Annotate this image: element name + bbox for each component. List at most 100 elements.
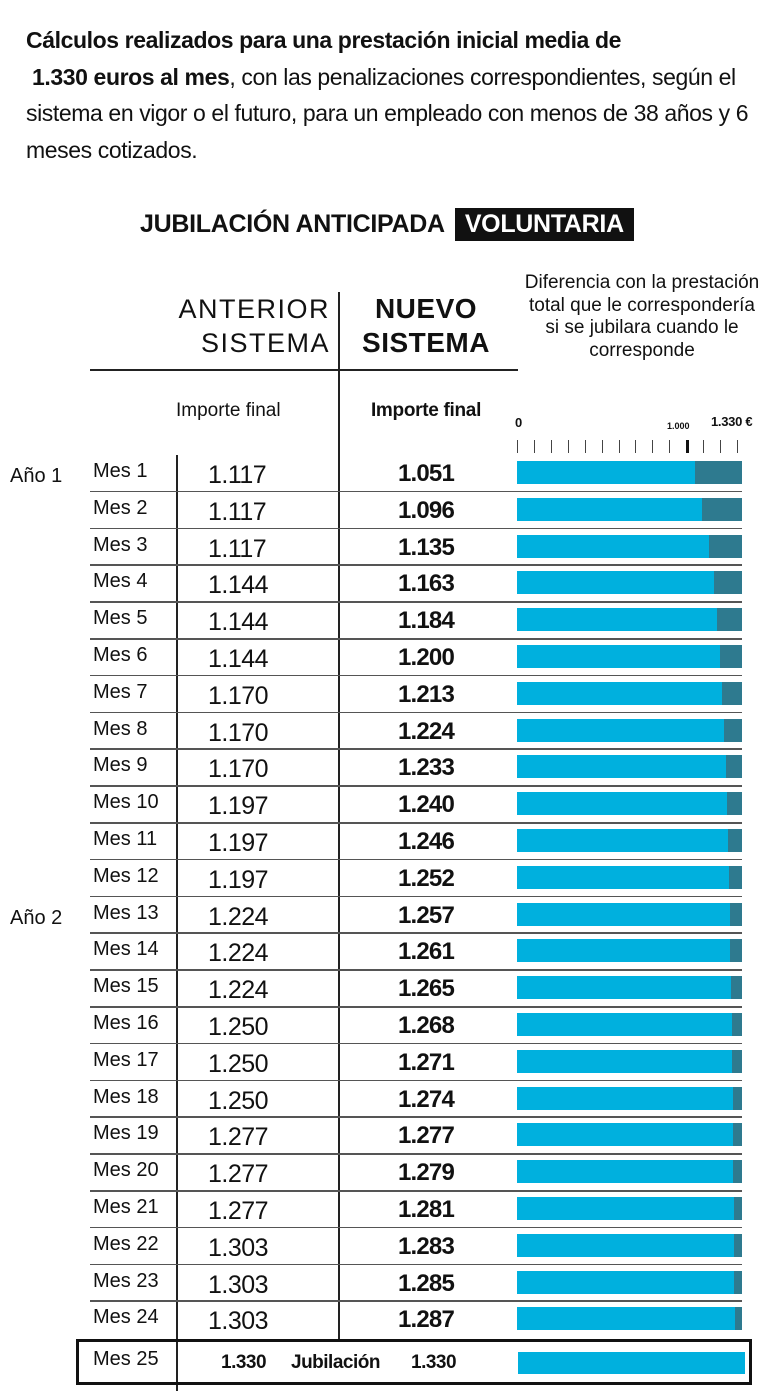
- old-value: 1.197: [208, 792, 269, 821]
- month-label: Mes 8: [93, 717, 148, 740]
- difference-bar: [517, 976, 742, 1000]
- month-label: Mes 11: [93, 828, 158, 850]
- row-divider: [90, 674, 742, 677]
- year-label: Año 1: [10, 465, 63, 487]
- month-label: Mes 7: [93, 680, 148, 703]
- month-label: Mes 2: [93, 496, 148, 519]
- new-value: 1.135: [397, 533, 455, 561]
- old-value: 1.117: [208, 534, 267, 563]
- row-divider: [90, 527, 742, 530]
- row-divider: [90, 932, 742, 934]
- final-month: Mes 25: [93, 1348, 159, 1370]
- difference-bar: [517, 829, 742, 852]
- row-divider: [90, 895, 742, 898]
- difference-bar: [517, 571, 742, 595]
- final-label: Jubilación: [291, 1352, 380, 1373]
- axis-tick: [567, 440, 569, 453]
- received-bar: [517, 792, 727, 816]
- new-value: 1.287: [397, 1306, 455, 1334]
- intro-rest: , con las penalizaciones correspondiente…: [26, 63, 749, 163]
- header-old-line2: SISTEMA: [200, 328, 330, 358]
- month-label: Mes 4: [93, 570, 148, 593]
- axis-tick: [584, 440, 586, 453]
- old-value: 1.303: [208, 1270, 269, 1299]
- new-value: 1.261: [397, 938, 455, 966]
- old-value: 1.303: [208, 1233, 269, 1262]
- axis-tick: [669, 440, 671, 453]
- month-label: Mes 24: [93, 1306, 159, 1329]
- axis-max-label: 1.330 €: [711, 414, 753, 429]
- new-value: 1.277: [397, 1122, 455, 1150]
- received-bar: [517, 1123, 734, 1147]
- table-row: Mes 23 1.303 1.285: [0, 1263, 768, 1302]
- header-new-line1: NUEVO: [374, 293, 478, 324]
- new-value: 1.213: [397, 680, 455, 708]
- final-old-value: 1.330: [221, 1352, 267, 1373]
- axis-ticks: [517, 440, 743, 454]
- table-row: Mes 21 1.277 1.281: [0, 1190, 768, 1228]
- difference-bar: [517, 865, 742, 889]
- table-row: Mes 9 1.170 1.233: [0, 748, 768, 786]
- old-value: 1.277: [208, 1197, 269, 1225]
- row-divider: [90, 490, 742, 493]
- received-bar: [517, 534, 709, 558]
- intro-highlight: 1.330 euros al mes: [32, 63, 230, 90]
- new-value: 1.233: [397, 754, 455, 782]
- subheader-new: Importe final: [370, 400, 482, 421]
- difference-bar: [517, 1013, 742, 1036]
- difference-bar: [517, 645, 742, 668]
- new-value: 1.268: [397, 1012, 455, 1039]
- difference-bar: [517, 1123, 742, 1147]
- final-bar: [518, 1352, 745, 1374]
- month-label: Mes 6: [93, 644, 148, 666]
- year-label: Año 2: [10, 906, 63, 929]
- header-old-system: ANTERIOR SISTEMA: [140, 292, 330, 360]
- old-value: 1.224: [208, 902, 269, 931]
- old-value: 1.117: [208, 461, 267, 489]
- row-divider: [90, 1153, 742, 1155]
- old-value: 1.144: [208, 645, 269, 673]
- axis-tick: [686, 440, 689, 453]
- intro-text: Cálculos realizados para una prestación …: [26, 22, 756, 168]
- axis-tick: [703, 440, 705, 453]
- header-new-system: NUEVO SISTEMA: [346, 292, 506, 360]
- table-row: Mes 5 1.144 1.184: [0, 601, 768, 639]
- old-value: 1.303: [208, 1307, 269, 1336]
- table-row: Año 1 Mes 1 1.117 1.051: [0, 455, 768, 492]
- new-value: 1.184: [397, 607, 455, 635]
- difference-bar: [517, 1049, 742, 1073]
- intro-line1: Cálculos realizados para una prestación …: [26, 27, 621, 53]
- received-bar: [517, 1160, 734, 1184]
- table-row: Mes 3 1.117 1.135: [0, 527, 768, 566]
- difference-bar: [517, 608, 742, 632]
- received-bar: [517, 571, 714, 595]
- received-bar: [517, 461, 695, 484]
- difference-bar: [517, 497, 742, 521]
- old-value: 1.277: [208, 1123, 269, 1152]
- received-bar: [517, 497, 703, 521]
- section-title-highlight: VOLUNTARIA: [454, 207, 634, 241]
- row-divider: [90, 601, 742, 603]
- month-label: Mes 10: [93, 791, 159, 814]
- row-divider: [90, 1006, 742, 1008]
- difference-bar: [517, 718, 742, 742]
- final-new-value: 1.330: [411, 1352, 457, 1373]
- difference-bar: [517, 534, 742, 558]
- month-label: Mes 20: [93, 1159, 159, 1182]
- month-label: Mes 9: [93, 754, 148, 777]
- new-value: 1.224: [397, 717, 455, 745]
- row-divider: [90, 1263, 742, 1266]
- table-row: Mes 18 1.250 1.274: [0, 1079, 768, 1118]
- old-value: 1.250: [208, 1086, 269, 1115]
- row-divider: [90, 711, 742, 714]
- difference-bar: [517, 755, 742, 779]
- new-value: 1.200: [397, 644, 455, 671]
- final-row: Mes 25 1.330 Jubilación 1.330: [76, 1339, 752, 1385]
- axis-tick: [550, 440, 552, 453]
- received-bar: [517, 608, 718, 632]
- received-bar: [517, 1233, 735, 1257]
- axis-min-label: 0: [515, 415, 523, 430]
- row-divider: [90, 1300, 742, 1302]
- received-bar: [517, 1270, 735, 1294]
- axis-tick: [635, 440, 637, 453]
